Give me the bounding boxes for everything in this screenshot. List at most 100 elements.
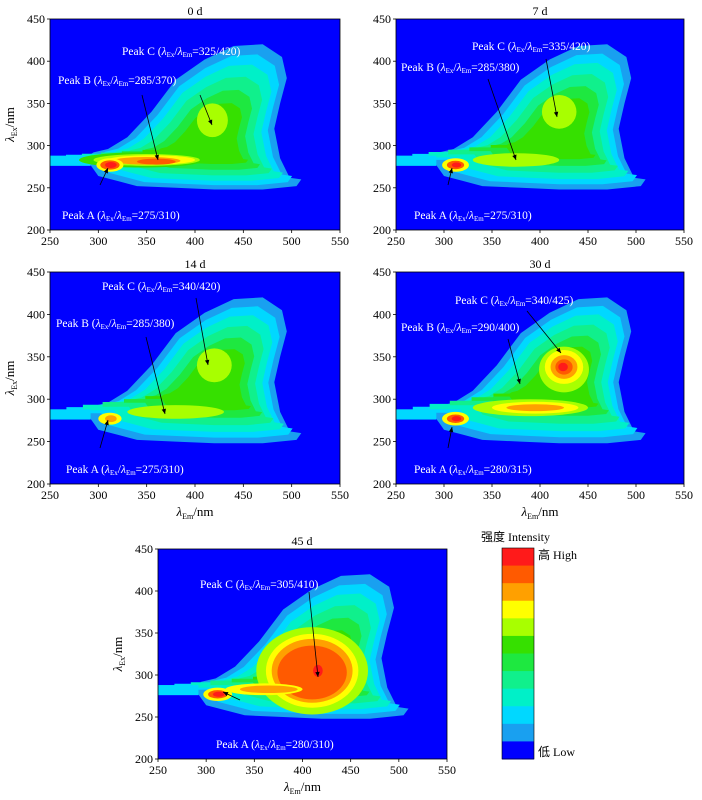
legend-swatch [502, 548, 534, 567]
x-tick-label: 450 [579, 234, 597, 248]
peak-label: Peak B (λEx/λEm=285/380) [401, 62, 519, 75]
legend-swatch [502, 741, 534, 760]
contour-layers [396, 297, 646, 444]
intensity-spot [105, 415, 117, 423]
peak-label: Peak A (λEx/λEm=275/310) [414, 210, 532, 223]
y-tick-label: 200 [27, 223, 45, 237]
panel-title: 45 d [292, 534, 313, 548]
intensity-spot [127, 405, 224, 419]
contour-layers [50, 297, 302, 444]
arrowhead [512, 154, 517, 160]
y-tick-label: 450 [27, 12, 45, 26]
x-tick-label: 250 [387, 488, 405, 502]
eem-panel-2: 250 300 350 400 450 500 5502002503003504004507… [373, 4, 693, 248]
arrowhead [161, 408, 166, 414]
x-axis-label: λEm/nm [521, 504, 559, 521]
peak-arrow [526, 310, 562, 354]
arrowhead [448, 427, 454, 433]
arrowhead [204, 359, 210, 365]
legend-title: 强度 Intensity [481, 529, 550, 544]
x-tick-label: 500 [390, 763, 408, 777]
y-tick-label: 250 [373, 181, 391, 195]
y-tick-label: 400 [373, 307, 391, 321]
peak-label: Peak C (λEx/λEm=340/425) [455, 295, 573, 308]
legend-high-label: 高 High [538, 547, 577, 562]
peak-label: Peak B (λEx/λEm=285/370) [58, 75, 176, 88]
y-tick-label: 450 [373, 12, 391, 26]
peak-label: Peak A (λEx/λEm=280/315) [414, 464, 532, 477]
panel-title: 7 d [533, 4, 548, 18]
peak-arrow [145, 336, 166, 415]
y-tick-label: 400 [135, 584, 153, 598]
intensity-spot [451, 162, 462, 168]
legend-swatch [502, 635, 534, 654]
x-tick-label: 550 [331, 234, 349, 248]
y-tick-label: 200 [27, 477, 45, 491]
arrowhead [103, 168, 108, 174]
eem-panel-3: 250 300 350 400 450 500 5502002503003504004501… [2, 257, 349, 521]
y-tick-label: 400 [27, 307, 45, 321]
y-tick-label: 450 [373, 265, 391, 279]
y-tick-label: 300 [373, 139, 391, 153]
eem-panel-5: 250 300 350 400 450 500 5502002503003504004504… [110, 534, 456, 796]
panel-title: 30 d [530, 257, 551, 271]
x-tick-label: 400 [294, 763, 312, 777]
peak-arrow [199, 94, 213, 126]
y-tick-label: 300 [373, 392, 391, 406]
peak-arrow [308, 591, 319, 678]
panel-title: 0 d [188, 4, 203, 18]
x-tick-label: 550 [438, 763, 456, 777]
intensity-spot [541, 94, 577, 129]
y-tick-label: 250 [27, 435, 45, 449]
arrowhead [223, 692, 229, 697]
x-tick-label: 500 [627, 234, 645, 248]
x-tick-label: 400 [531, 488, 549, 502]
band-strip [396, 409, 437, 420]
y-tick-label: 400 [373, 54, 391, 68]
intensity-spot [558, 362, 568, 372]
x-tick-label: 550 [675, 488, 693, 502]
y-tick-label: 250 [27, 181, 45, 195]
y-tick-label: 450 [27, 265, 45, 279]
x-tick-label: 250 [41, 488, 59, 502]
arrowhead [208, 119, 213, 125]
peak-label: Peak A (λEx/λEm=280/310) [216, 739, 334, 752]
y-tick-label: 450 [135, 542, 153, 556]
x-tick-label: 400 [186, 234, 204, 248]
peak-label: Peak B (λEx/λEm=290/400) [401, 322, 519, 335]
eem-panel-1: 250 300 350 400 450 500 5502002503003504004500… [2, 4, 349, 248]
legend-low-label: 低 Low [538, 745, 575, 759]
x-tick-label: 350 [138, 234, 156, 248]
y-tick-label: 300 [27, 139, 45, 153]
x-tick-label: 500 [283, 488, 301, 502]
intensity-spot [212, 691, 225, 697]
panel-title: 14 d [185, 257, 206, 271]
x-tick-label: 450 [234, 234, 252, 248]
y-tick-label: 350 [27, 96, 45, 110]
x-tick-label: 500 [627, 488, 645, 502]
x-tick-label: 550 [331, 488, 349, 502]
band-strip [158, 685, 199, 696]
peak-label: Peak C (λEx/λEm=340/420) [102, 281, 220, 294]
x-tick-label: 350 [138, 488, 156, 502]
x-tick-label: 300 [197, 763, 215, 777]
y-tick-label: 350 [373, 350, 391, 364]
band-strip [396, 155, 437, 166]
arrowhead [154, 154, 159, 160]
x-tick-label: 400 [531, 234, 549, 248]
x-tick-label: 250 [149, 763, 167, 777]
intensity-spot [196, 348, 232, 383]
y-tick-label: 300 [27, 392, 45, 406]
x-tick-label: 400 [186, 488, 204, 502]
x-tick-label: 450 [579, 488, 597, 502]
x-tick-label: 550 [675, 234, 693, 248]
peak-label: Peak B (λEx/λEm=285/380) [56, 318, 174, 331]
legend-swatch [502, 688, 534, 707]
contour-layers [396, 44, 646, 190]
y-tick-label: 250 [135, 710, 153, 724]
y-axis-label: λEx/nm [110, 637, 127, 673]
y-tick-label: 350 [27, 350, 45, 364]
y-axis-label: λEx/nm [2, 361, 19, 397]
legend-swatch [502, 706, 534, 725]
